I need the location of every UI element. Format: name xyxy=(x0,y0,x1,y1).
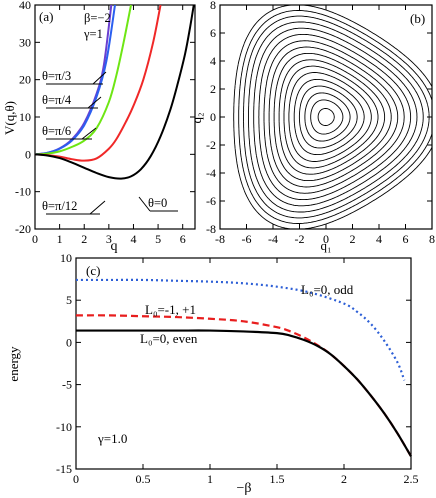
contour-line-10 xyxy=(263,40,405,194)
panel-b-y-tick-label: 2 xyxy=(210,82,216,96)
label-leader-lines xyxy=(46,71,178,215)
contour-line-11 xyxy=(258,33,412,201)
panel-b-x-tick-label: 4 xyxy=(376,232,382,246)
contour-line-16 xyxy=(233,4,433,230)
panel-a-x-tick-label: 4 xyxy=(130,232,136,246)
label-theta-pi6: θ=π/6 xyxy=(42,124,71,138)
panel-b-ylabel: q₂ xyxy=(189,112,204,123)
panel-a-y-tick-label: -10 xyxy=(15,185,31,199)
contour-line-3 xyxy=(298,85,358,149)
panel-b-y-tick-label: -4 xyxy=(206,166,216,180)
panel-b: -8 -6 -4 -2 0 2 4 6 8 -8 -6 -4 -2 0 2 4 6 8 (b) q₁ q₂ xyxy=(189,0,435,253)
contour-line-7 xyxy=(278,59,386,175)
panel-a-x-tick-label: 2 xyxy=(81,232,87,246)
panel-c-label: (c) xyxy=(86,263,100,278)
contour-line-1 xyxy=(310,99,344,135)
param-gamma: γ=1 xyxy=(83,27,103,41)
label-theta-pi4: θ=π/4 xyxy=(42,93,72,107)
label-L0-pm1: L₀=-1, +1 xyxy=(145,302,196,317)
contour-line-8 xyxy=(273,52,392,182)
label-theta-pi12: θ=π/12 xyxy=(42,199,77,213)
panel-a-x-tick-label: 3 xyxy=(106,232,112,246)
panel-c-x-tick-label: 0 xyxy=(73,472,79,486)
panel-a-ylabel: V(q,θ) xyxy=(2,101,17,135)
contour-line-13 xyxy=(248,21,424,213)
panel-a-y-tick-label: 30 xyxy=(19,35,31,49)
panel-c-y-tick-label: 0 xyxy=(66,335,72,349)
panel-a-y-tick-label: 40 xyxy=(19,0,31,12)
panel-c-x-tick-label: 1.5 xyxy=(270,472,285,486)
panel-a-y-tick-label: -20 xyxy=(15,222,31,236)
panel-c-y-tick-label: -15 xyxy=(56,462,72,476)
label-theta-pi3: θ=π/3 xyxy=(42,69,71,83)
panel-a-x-tick-label: 1 xyxy=(57,232,63,246)
panel-b-y-tick-label: 6 xyxy=(210,26,216,40)
energy-series-2 xyxy=(76,329,412,457)
panel-b-x-tick-label: -8 xyxy=(215,232,225,246)
contour-line-0 xyxy=(317,108,335,126)
panel-a-y-tick-label: 20 xyxy=(19,73,31,87)
panel-a-x-tick-label: 6 xyxy=(180,232,186,246)
panel-c-x-tick-label: 2.5 xyxy=(404,472,419,486)
param-beta: β=−2 xyxy=(84,11,111,25)
contour-line-14 xyxy=(243,15,430,219)
contour-line-12 xyxy=(253,27,418,207)
panel-b-y-tick-label: -8 xyxy=(206,222,216,236)
panel-c-y-tick-label: -10 xyxy=(56,420,72,434)
panel-b-y-tick-label: 8 xyxy=(210,0,216,12)
panel-a-x-tick-label: 5 xyxy=(155,232,161,246)
label-theta-0: θ=0 xyxy=(148,196,167,210)
panel-a-y-tick-label: 0 xyxy=(25,147,31,161)
panel-c-frame xyxy=(75,257,412,470)
panel-c-x-tick-label: 2 xyxy=(341,472,347,486)
panel-b-y-tick-label: -6 xyxy=(206,194,216,208)
contour-line-2 xyxy=(304,92,351,142)
panel-a-xlabel: q xyxy=(111,239,118,254)
panel-c-y-tick-label: -5 xyxy=(62,378,72,392)
panel-b-x-tick-label: 8 xyxy=(429,232,435,246)
label-L0-odd: L₀=0, odd xyxy=(301,282,354,297)
panel-b-x-tick-label: 0 xyxy=(323,232,329,246)
panel-b-x-tick-label: -2 xyxy=(295,232,305,246)
contour-line-5 xyxy=(288,72,372,162)
panel-a-frame xyxy=(34,4,196,230)
panel-a-label: (a) xyxy=(39,9,53,24)
panel-c-y-tick-label: 10 xyxy=(60,251,72,265)
panel-a-x-tick-label: 0 xyxy=(32,232,38,246)
panel-b-y-tick-label: 0 xyxy=(210,110,216,124)
series-line-4 xyxy=(35,5,195,180)
label-L0-even: L₀=0, even xyxy=(140,331,198,346)
panel-c: 0 0.5 1 1.5 2 2.5 -15 -10 -5 0 5 10 (c) γ=1.0 L₀=0… xyxy=(6,251,419,496)
panel-b-label: (b) xyxy=(410,11,425,26)
panel-b-y-tick-label: -2 xyxy=(206,138,216,152)
contour-line-4 xyxy=(293,78,365,156)
panel-c-y-tick-label: 5 xyxy=(66,293,72,307)
panel-c-ylabel: energy xyxy=(6,346,21,382)
panel-b-x-tick-label: 2 xyxy=(350,232,356,246)
contour-line-9 xyxy=(268,46,399,188)
series-line-3 xyxy=(35,5,162,162)
panel-c-xlabel: −β xyxy=(236,481,251,496)
energy-series-1 xyxy=(75,314,412,457)
panel-a: 0 1 2 3 4 5 6 -20 -10 0 10 20 30 40 (a) β=−2 γ=1 q V… xyxy=(2,0,196,254)
panel-b-xlabel: q₁ xyxy=(320,238,331,253)
panel-a-y-tick-label: 10 xyxy=(19,110,31,124)
gamma-annotation: γ=1.0 xyxy=(97,431,127,446)
panel-b-x-tick-label: -4 xyxy=(268,232,278,246)
contour-line-15 xyxy=(238,10,433,224)
panel-b-y-tick-label: 4 xyxy=(210,54,216,68)
panel-c-x-tick-label: 0.5 xyxy=(136,472,151,486)
panel-c-x-tick-label: 1 xyxy=(207,472,213,486)
panel-b-x-tick-label: -6 xyxy=(242,232,252,246)
contour-line-6 xyxy=(283,65,379,169)
series-line-2 xyxy=(35,5,132,156)
panel-b-x-tick-label: 6 xyxy=(403,232,409,246)
